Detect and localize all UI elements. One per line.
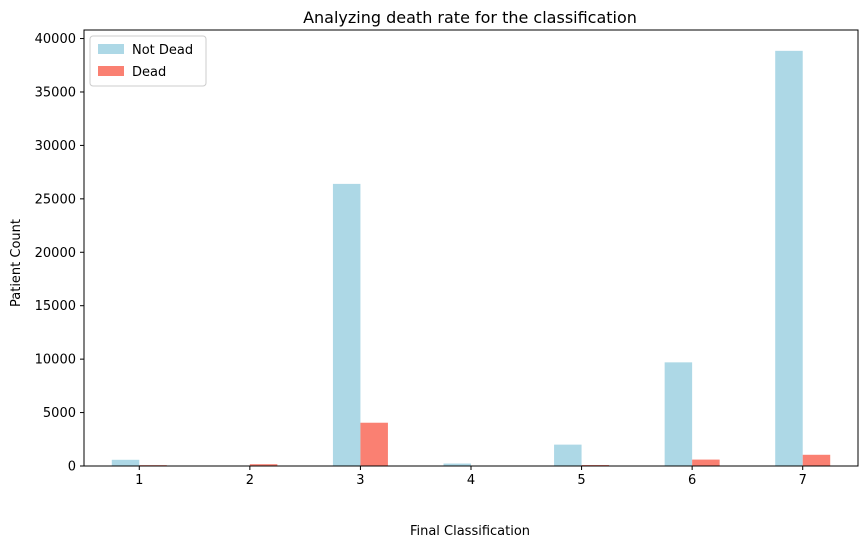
x-tick-label-6: 6 <box>688 473 696 488</box>
x-tick-label-3: 3 <box>356 473 364 488</box>
bar-dead-6 <box>692 459 720 466</box>
legend-label-dead: Dead <box>132 65 166 80</box>
bar-dead-7 <box>802 454 831 466</box>
x-tick-label-1: 1 <box>135 473 143 488</box>
y-axis-label: Patient Count <box>9 219 24 307</box>
legend: Not Dead Dead <box>89 35 207 87</box>
plot-area: 1 2 3 4 5 6 7 0 5000 10000 15000 20000 25000 30000 350… <box>35 29 859 488</box>
x-tick-label-5: 5 <box>577 473 585 488</box>
legend-swatch-not-dead <box>98 44 124 54</box>
bar-not-dead-5 <box>554 444 582 466</box>
y-tick-label-10000: 10000 <box>35 353 76 368</box>
x-tick-label-2: 2 <box>246 473 254 488</box>
bar-not-dead-7 <box>775 50 803 467</box>
chart-title: Analyzing death rate for the classificat… <box>303 8 637 27</box>
x-tick-label-4: 4 <box>467 473 475 488</box>
bar-not-dead-3 <box>332 183 361 466</box>
y-tick-label-15000: 15000 <box>35 299 76 314</box>
y-tick-label-20000: 20000 <box>35 246 76 261</box>
y-tick-label-0: 0 <box>68 460 76 475</box>
legend-label-not-dead: Not Dead <box>132 43 193 58</box>
bar-not-dead-1 <box>111 459 140 466</box>
plot-frame <box>83 29 859 467</box>
y-tick-label-40000: 40000 <box>35 32 76 47</box>
bar-not-dead-4 <box>443 463 471 466</box>
y-tick-label-35000: 35000 <box>35 85 76 100</box>
x-axis-label: Final Classification <box>410 524 530 539</box>
x-tick-label-7: 7 <box>799 473 807 488</box>
y-tick-label-25000: 25000 <box>35 192 76 207</box>
bar-dead-2 <box>249 464 278 466</box>
y-tick-label-5000: 5000 <box>43 406 76 421</box>
bar-not-dead-6 <box>664 362 693 466</box>
legend-swatch-dead <box>98 66 124 76</box>
y-tick-label-30000: 30000 <box>35 139 76 154</box>
bar-dead-3 <box>360 422 388 466</box>
